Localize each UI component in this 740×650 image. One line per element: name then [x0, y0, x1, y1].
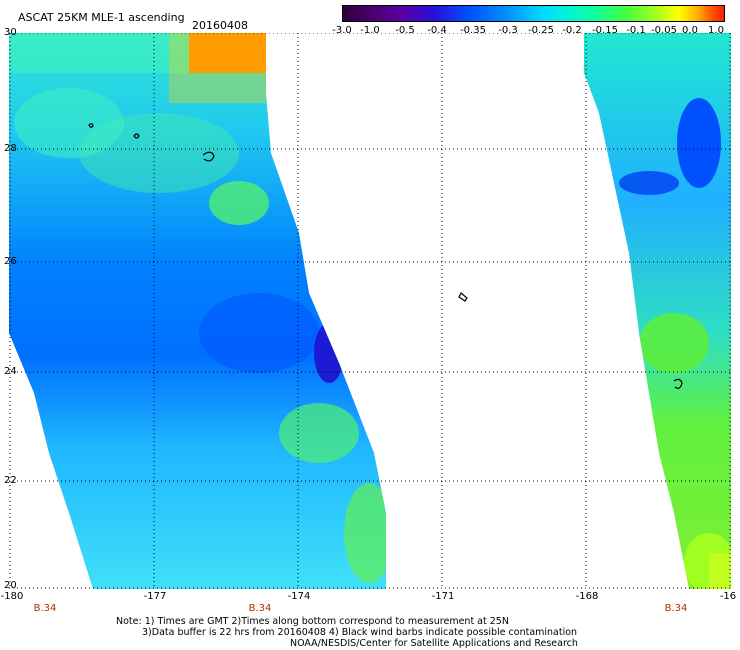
colorbar-label: -0.15	[592, 25, 618, 36]
note-line-3: NOAA/NESDIS/Center for Satellite Applica…	[290, 638, 578, 649]
lat-label: 28	[4, 143, 17, 154]
colorbar-label: -0.05	[651, 25, 677, 36]
colorbar-label: -0.1	[626, 25, 646, 36]
lon-label: -177	[143, 591, 167, 602]
colorbar-label: 0.0	[682, 25, 698, 36]
colorbar-label: 1.0	[708, 25, 724, 36]
colorbar-label: -0.2	[562, 25, 582, 36]
note-line-1: Note: 1) Times are GMT 2)Times along bot…	[116, 616, 509, 627]
colorbar-label: -1.0	[360, 25, 380, 36]
right-swath	[584, 33, 731, 589]
island-outlines	[88, 123, 683, 389]
lat-label: 30	[4, 27, 17, 38]
orbit-label: B.34	[248, 603, 272, 614]
colorbar-label: -0.5	[395, 25, 415, 36]
map-date: 20160408	[192, 19, 248, 32]
colorbar-label: -3.0	[332, 25, 352, 36]
lat-label: 26	[4, 256, 17, 267]
colorbar-label: -0.35	[460, 25, 486, 36]
orbit-label: B.34	[664, 603, 688, 614]
colorbar-label: -0.3	[498, 25, 518, 36]
lon-label: -171	[431, 591, 455, 602]
map-title: ASCAT 25KM MLE-1 ascending	[18, 11, 185, 24]
lat-label: 20	[4, 580, 17, 591]
lon-label: -180	[0, 591, 24, 602]
orbit-label: B.34	[33, 603, 57, 614]
colorbar-label: -0.25	[528, 25, 554, 36]
lat-label: 24	[4, 366, 17, 377]
wind-swath-map	[9, 33, 731, 589]
colorbar	[342, 5, 725, 22]
lon-label: -16	[719, 591, 737, 602]
colorbar-label: -0.4	[427, 25, 447, 36]
lon-label: -168	[575, 591, 599, 602]
graticule	[9, 33, 731, 589]
left-swath	[9, 33, 386, 589]
lat-label: 22	[4, 475, 17, 486]
lon-label: -174	[287, 591, 311, 602]
note-line-2: 3)Data buffer is 22 hrs from 20160408 4)…	[142, 627, 578, 638]
